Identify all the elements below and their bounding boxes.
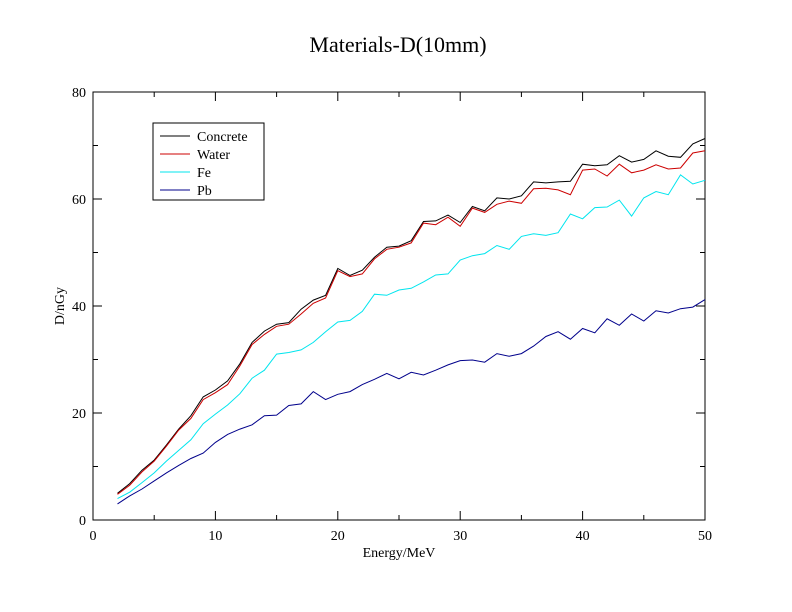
x-tick-label: 20 <box>331 529 345 544</box>
x-tick-label: 40 <box>576 529 590 544</box>
y-axis-label: D/nGy <box>53 287 68 325</box>
legend-label-water: Water <box>197 148 230 163</box>
y-tick-label: 60 <box>72 193 86 208</box>
legend-label-concrete: Concrete <box>197 130 248 145</box>
legend-label-fe: Fe <box>197 166 211 181</box>
x-axis: 0 10 20 30 40 50 <box>90 92 712 544</box>
series-line-concrete <box>117 138 706 494</box>
y-tick-label: 0 <box>79 514 86 529</box>
y-axis: 0 20 40 60 80 <box>72 86 705 529</box>
legend: Concrete Water Fe Pb <box>152 122 265 201</box>
x-tick-label: 0 <box>90 529 97 544</box>
x-tick-label: 50 <box>698 529 712 544</box>
y-tick-label: 40 <box>72 300 86 315</box>
legend-label-pb: Pb <box>197 184 212 199</box>
x-tick-label: 10 <box>208 529 222 544</box>
series-line-water <box>117 150 706 495</box>
y-tick-label: 20 <box>72 407 86 422</box>
chart-title: Materials-D(10mm) <box>309 32 486 57</box>
x-tick-label: 30 <box>453 529 467 544</box>
series-line-fe <box>117 174 706 500</box>
plot-area <box>117 138 706 505</box>
series-line-pb <box>117 299 706 505</box>
x-axis-label: Energy/MeV <box>363 546 436 561</box>
y-tick-label: 80 <box>72 86 86 101</box>
